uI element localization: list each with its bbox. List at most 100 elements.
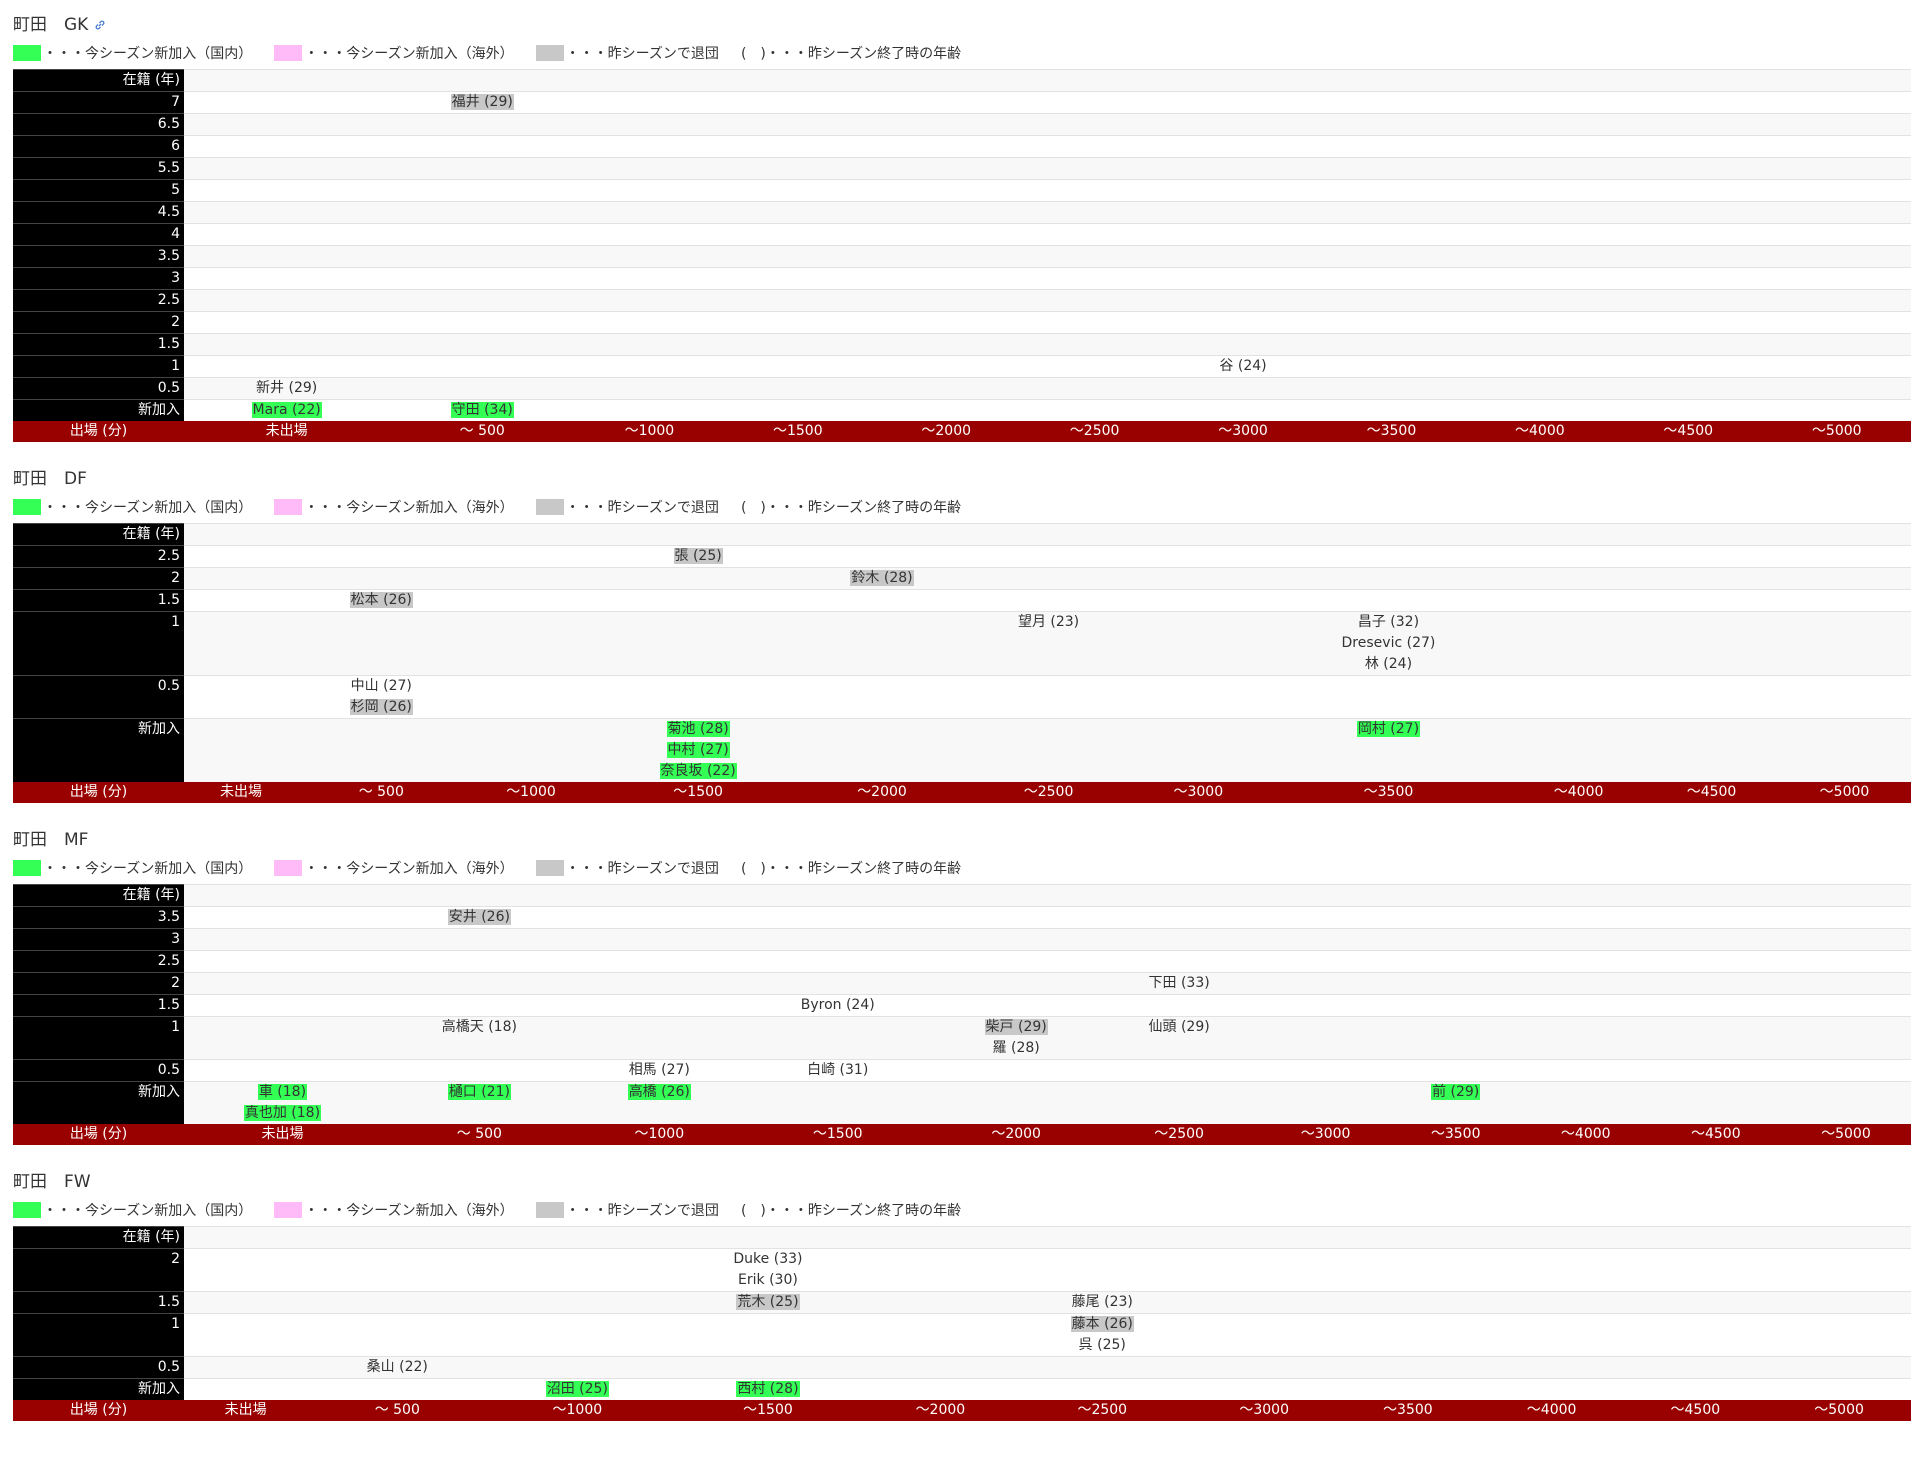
cell: Byron (24) <box>740 994 935 1017</box>
cell <box>1623 1248 1768 1292</box>
column-header: ～3000 <box>1131 782 1265 803</box>
link-icon[interactable] <box>94 19 106 31</box>
cell <box>798 675 966 719</box>
player-name: 鈴木 (28) <box>850 570 914 586</box>
footer-row: 出場 (分) 未出場～ 500 ～1000 ～1500 ～2000 ～2500 ～3000 ～… <box>13 421 1911 442</box>
cell <box>389 355 576 378</box>
cell <box>184 113 390 136</box>
cell <box>1020 91 1169 114</box>
column-header: ～ 500 <box>298 782 465 803</box>
section: 町田 GK ・・・今シーズン新加入（国内） ・・・今シーズン新加入（海外） ・・・昨… <box>13 10 1911 442</box>
row-label: 3.5 <box>13 245 184 268</box>
row-label: 2.5 <box>13 545 184 568</box>
cell <box>1762 69 1911 92</box>
cell <box>1465 223 1615 246</box>
legend-item: ・・・今シーズン新加入（海外） <box>274 43 514 63</box>
cell <box>1264 675 1513 719</box>
cell <box>1168 69 1318 92</box>
cell <box>1317 113 1466 136</box>
row-label: 1 <box>13 1313 184 1357</box>
cell <box>1317 91 1466 114</box>
cell <box>597 523 799 546</box>
cell: 中山 (27) 杉岡 (26) <box>298 675 465 719</box>
cell <box>184 179 390 202</box>
cell <box>1336 1291 1480 1314</box>
cell: 樋口 (21) <box>380 1081 578 1124</box>
cell <box>184 589 298 612</box>
cell <box>740 1016 935 1060</box>
cell <box>934 1059 1098 1082</box>
cell: 白崎 (31) <box>740 1059 935 1082</box>
cell <box>1012 1248 1193 1292</box>
cell <box>487 1356 668 1379</box>
player: 柴戸 (29) <box>937 1017 1096 1038</box>
section-title-row: 町田 MF <box>13 825 1911 855</box>
cell <box>872 113 1021 136</box>
legend-item: ・・・今シーズン新加入（国内） <box>13 497 252 517</box>
cell <box>1131 675 1265 719</box>
tenure-row: 5 <box>13 179 1911 202</box>
cell <box>1465 355 1615 378</box>
legend-text: ・・・今シーズン新加入（国内） <box>43 1203 253 1219</box>
cell <box>1614 69 1763 92</box>
section-title-row: 町田 GK <box>13 10 1911 40</box>
cell <box>487 1226 668 1249</box>
cell <box>380 994 578 1017</box>
legend-item: ・・・今シーズン新加入（国内） <box>13 1200 252 1220</box>
player: 中村 (27) <box>599 740 796 761</box>
cell <box>1645 611 1778 676</box>
row-label: 1.5 <box>13 1291 184 1314</box>
cell <box>1767 1313 1911 1357</box>
player-name: Erik (30) <box>738 1272 798 1288</box>
cell <box>389 223 576 246</box>
cell <box>1336 1356 1480 1379</box>
cell <box>184 1016 381 1060</box>
cell <box>1131 545 1265 568</box>
cell <box>1520 928 1651 951</box>
cell <box>597 675 799 719</box>
cell <box>798 611 966 676</box>
cell <box>184 718 298 782</box>
legend-swatch <box>274 499 303 515</box>
player: 西村 (28) <box>669 1379 866 1400</box>
cell <box>1020 267 1169 290</box>
cell <box>1260 950 1391 973</box>
player-name: 相馬 (27) <box>628 1062 690 1078</box>
cell <box>1614 179 1763 202</box>
tenure-row: 新加入 沼田 (25) 西村 (28) <box>13 1378 1911 1400</box>
cell <box>1192 1378 1337 1400</box>
row-label: 2 <box>13 972 184 995</box>
cell <box>380 928 578 951</box>
footer-label: 出場 (分) <box>13 1124 184 1145</box>
column-header: ～1500 <box>723 421 873 442</box>
player-name: 谷 (24) <box>1219 358 1267 374</box>
cell <box>1645 523 1778 546</box>
cell <box>1762 157 1911 180</box>
cell <box>667 1226 869 1249</box>
section-title: 町田 FW <box>13 1172 91 1192</box>
legend-item: ・・・昨シーズンで退団 <box>535 43 719 63</box>
cell <box>1762 289 1911 312</box>
cell <box>1390 884 1521 907</box>
cell <box>1479 1378 1624 1400</box>
column-header: ～4000 <box>1465 421 1615 442</box>
cell <box>1020 377 1169 400</box>
section: 町田 MF ・・・今シーズン新加入（国内） ・・・今シーズン新加入（海外） ・・・昨… <box>13 825 1911 1145</box>
player-name: 福井 (29) <box>450 94 514 110</box>
cell <box>1168 157 1318 180</box>
legend-swatch <box>13 1202 41 1218</box>
cell <box>1465 179 1615 202</box>
cell <box>1762 267 1911 290</box>
cell <box>575 113 724 136</box>
cell <box>868 1356 1013 1379</box>
cell <box>184 245 390 268</box>
cell <box>1192 1356 1337 1379</box>
cell <box>184 91 390 114</box>
legend-text: ( )・・・昨シーズン終了時の年齢 <box>740 861 962 877</box>
cell <box>1778 545 1911 568</box>
cell <box>184 1248 308 1292</box>
cell <box>1192 1248 1337 1292</box>
cell <box>1317 157 1466 180</box>
cell <box>1512 567 1646 590</box>
